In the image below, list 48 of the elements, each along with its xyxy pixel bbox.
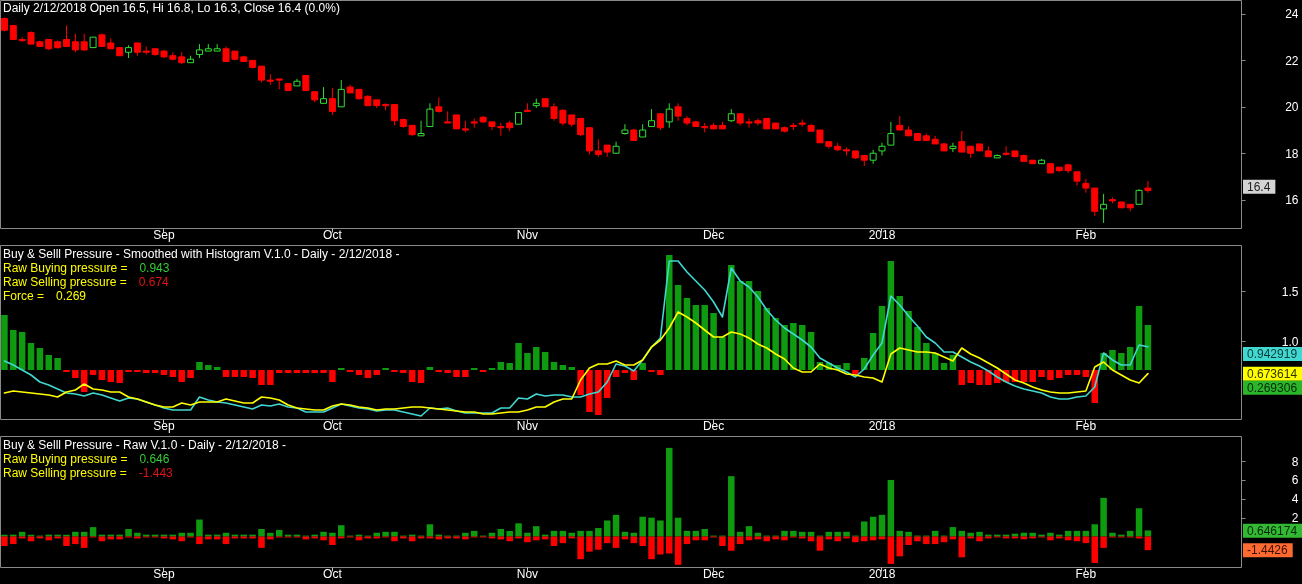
y-tick-label: 18	[1285, 146, 1299, 161]
x-tick-label: Feb	[1075, 418, 1097, 433]
y-tick-label: 4	[1291, 492, 1299, 507]
text: 0.646174	[1247, 523, 1298, 538]
annotation: 0.943	[139, 260, 170, 275]
y-tick-label: 1.0	[1281, 334, 1299, 349]
annotation: Raw Selling pressure =	[3, 274, 127, 289]
annotation: -1.443	[138, 465, 174, 480]
x-tick-label: 2018	[868, 566, 896, 581]
annotation: Raw Selling pressure =	[3, 465, 127, 480]
x-tick-label: Dec	[702, 566, 725, 581]
annotation: Raw Buying pressure =	[3, 451, 128, 466]
x-tick-label: Sep	[153, 227, 175, 242]
chart-title: Buy & Selll Pressure - Raw V.1.0 - Daily - 2/12/2018 -	[3, 437, 287, 452]
annotation: 0.646	[139, 451, 170, 466]
x-tick-label: 2018	[868, 418, 896, 433]
chart-title: Daily 2/12/2018 Open 16.5, Hi 16.8, Lo 16.3, Close 16.4 (0.0%)	[3, 1, 340, 15]
chart-title: Buy & Selll Pressure - Smoothed with Histogram V.1.0 - Daily - 2/12/2018 -	[3, 246, 400, 261]
y-tick-label: 20	[1285, 100, 1299, 115]
x-tick-label: 2018	[868, 227, 896, 242]
x-tick-label: Nov	[516, 418, 539, 433]
y-tick-label: 8	[1291, 454, 1299, 469]
x-tick-label: Feb	[1075, 566, 1097, 581]
x-tick-label: Dec	[702, 418, 725, 433]
x-tick-label: Sep	[153, 418, 175, 433]
annotation: Raw Buying pressure =	[3, 260, 128, 275]
annotation: Force =	[3, 288, 45, 303]
text: 0.673614	[1247, 366, 1298, 381]
x-tick-label: Oct	[323, 227, 343, 242]
x-tick-label: Sep	[153, 566, 175, 581]
x-tick-label: Dec	[702, 227, 725, 242]
annotation: 0.269	[56, 288, 87, 303]
y-tick-label: 2	[1291, 511, 1299, 526]
text: 0.942919	[1247, 347, 1298, 361]
x-tick-label: Nov	[516, 227, 539, 242]
annotation: 0.674	[138, 274, 170, 289]
text: 16.4	[1247, 179, 1271, 194]
x-tick-label: Oct	[323, 418, 343, 433]
y-tick-label: 16	[1285, 193, 1299, 208]
text: 0.269306	[1247, 380, 1298, 395]
y-tick-label: 1.5	[1281, 284, 1299, 299]
y-tick-label: 24	[1285, 7, 1299, 22]
x-tick-label: Nov	[516, 566, 539, 581]
x-tick-label: Oct	[323, 566, 343, 581]
x-tick-label: Feb	[1075, 227, 1097, 242]
text: -1.4426	[1247, 543, 1289, 558]
y-tick-label: 22	[1285, 53, 1299, 68]
y-tick-label: 6	[1291, 473, 1299, 488]
